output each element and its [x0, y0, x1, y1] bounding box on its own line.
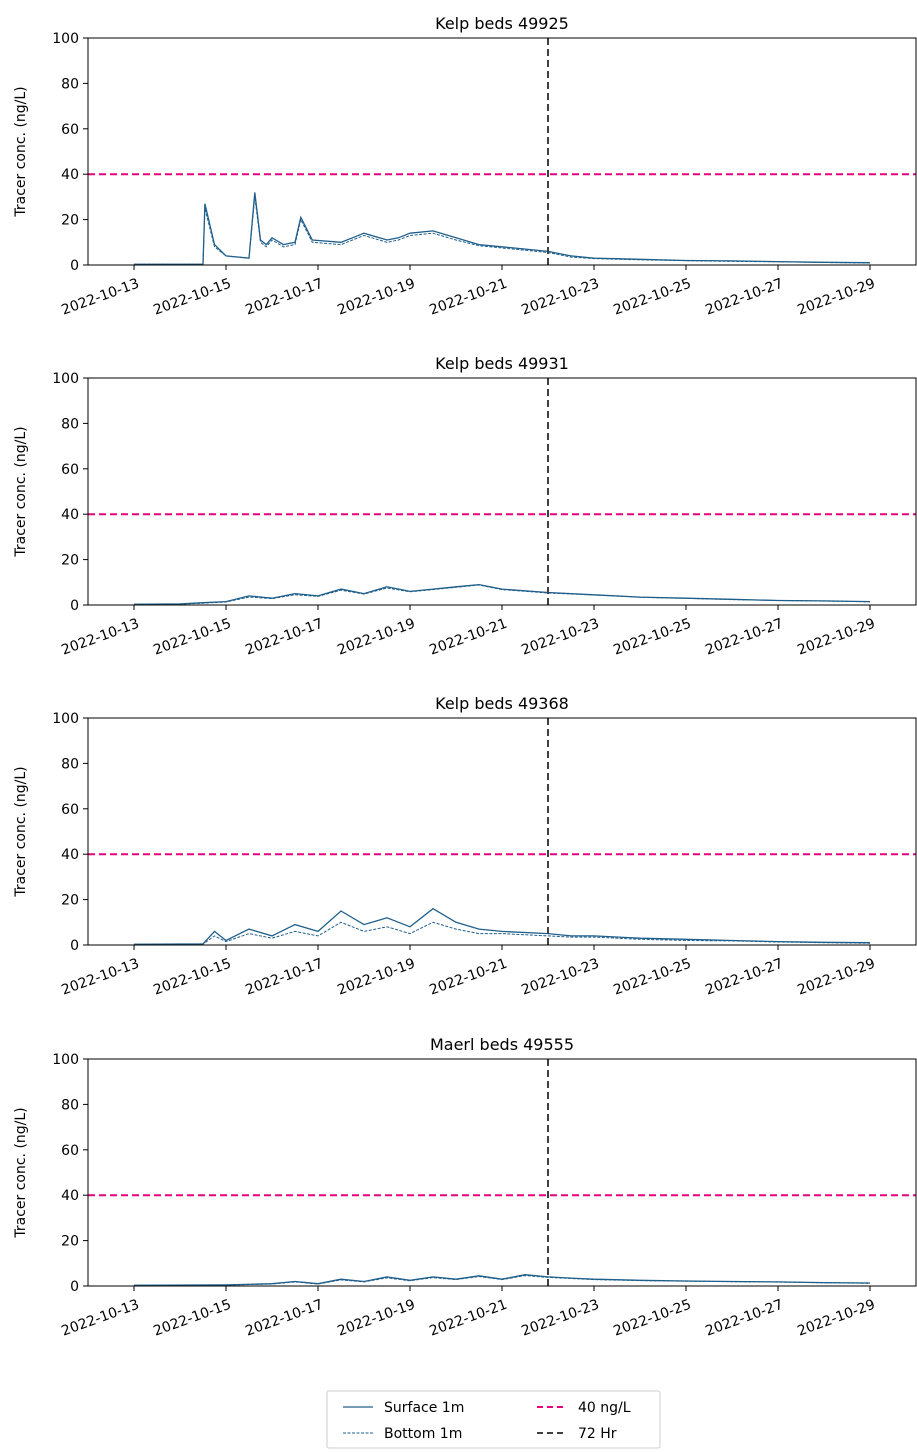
y-tick-label: 80: [61, 76, 79, 92]
x-tick-label: 2022-10-23: [519, 1297, 601, 1340]
y-tick-label: 0: [70, 598, 79, 614]
x-tick-label: 2022-10-21: [427, 276, 509, 319]
y-tick-label: 40: [61, 167, 79, 183]
x-tick-label: 2022-10-25: [611, 276, 693, 319]
x-tick-label: 2022-10-15: [151, 616, 233, 659]
panel-3: Kelp beds 49368 Tracer conc. (ng/L) 0 20 40 6…: [13, 694, 917, 999]
legend-label-surface: Surface 1m: [384, 1400, 464, 1416]
x-tick-label: 2022-10-21: [427, 1297, 509, 1340]
x-tick-label: 2022-10-25: [611, 616, 693, 659]
panel-2: Kelp beds 49931 Tracer conc. (ng/L) 0 20 40 6…: [13, 354, 917, 659]
y-tick-label: 0: [70, 938, 79, 954]
x-tick-label: 2022-10-19: [335, 276, 417, 319]
x-tick-label: 2022-10-19: [335, 956, 417, 999]
y-tick-label: 40: [61, 847, 79, 863]
y-tick-label: 60: [61, 1143, 79, 1159]
series-line-surface: [134, 192, 871, 265]
y-tick-label: 0: [70, 258, 79, 274]
y-tick-label: 60: [61, 802, 79, 818]
x-tick-label: 2022-10-15: [151, 276, 233, 319]
legend-label-threshold: 40 ng/L: [578, 1400, 631, 1416]
x-tick-label: 2022-10-13: [59, 276, 141, 319]
x-tick-label: 2022-10-17: [243, 616, 325, 659]
y-tick-label: 20: [61, 1234, 79, 1250]
series-line-bottom: [133, 584, 871, 605]
panel-4: Maerl beds 49555 Tracer conc. (ng/L) 0 20 40…: [13, 1035, 917, 1340]
x-tick-label: 2022-10-13: [59, 956, 141, 999]
x-tick-label: 2022-10-13: [59, 616, 141, 659]
plot-frame: [87, 37, 917, 266]
x-tick-label: 2022-10-17: [243, 276, 325, 319]
x-tick-label: 2022-10-29: [795, 276, 877, 319]
plot-frame: [87, 1058, 917, 1287]
y-axis-label: Tracer conc. (ng/L): [13, 1107, 29, 1238]
y-tick-label: 80: [61, 756, 79, 772]
x-tick-label: 2022-10-15: [151, 956, 233, 999]
legend-label-bottom: Bottom 1m: [384, 1426, 462, 1442]
x-tick-label: 2022-10-19: [335, 616, 417, 659]
y-tick-label: 80: [61, 1097, 79, 1113]
x-tick-label: 2022-10-17: [243, 1297, 325, 1340]
series-line-bottom: [134, 196, 871, 265]
series-line-surface: [133, 583, 871, 605]
x-tick-label: 2022-10-19: [335, 1297, 417, 1340]
x-tick-label: 2022-10-23: [519, 956, 601, 999]
panel-1: Kelp beds 49925 Tracer conc. (ng/L) 0 20 40 6…: [13, 14, 917, 319]
x-tick-label: 2022-10-29: [795, 616, 877, 659]
y-axis-label: Tracer conc. (ng/L): [13, 426, 29, 557]
x-tick-label: 2022-10-27: [703, 276, 785, 319]
y-axis-label: Tracer conc. (ng/L): [13, 86, 29, 217]
series-line-bottom: [133, 921, 871, 945]
x-tick-label: 2022-10-23: [519, 616, 601, 659]
y-tick-label: 40: [61, 1188, 79, 1204]
panel-title: Kelp beds 49931: [435, 354, 569, 373]
y-tick-label: 20: [61, 893, 79, 909]
x-tick-label: 2022-10-23: [519, 276, 601, 319]
panel-title: Maerl beds 49555: [430, 1035, 574, 1054]
y-tick-label: 0: [70, 1279, 79, 1295]
y-tick-label: 60: [61, 462, 79, 478]
x-tick-label: 2022-10-17: [243, 956, 325, 999]
legend-frame: [326, 1390, 661, 1449]
plot-frame: [87, 717, 917, 946]
x-tick-label: 2022-10-25: [611, 956, 693, 999]
y-tick-label: 20: [61, 553, 79, 569]
panel-title: Kelp beds 49368: [435, 694, 569, 713]
x-tick-label: 2022-10-15: [151, 1297, 233, 1340]
panel-title: Kelp beds 49925: [435, 14, 569, 33]
series-line-surface: [133, 907, 871, 945]
x-tick-label: 2022-10-21: [427, 956, 509, 999]
y-tick-label: 100: [52, 711, 79, 727]
x-tick-label: 2022-10-29: [795, 956, 877, 999]
x-tick-label: 2022-10-21: [427, 616, 509, 659]
legend: Surface 1m Bottom 1m 40 ng/L 72 Hr: [326, 1390, 661, 1449]
x-tick-label: 2022-10-13: [59, 1297, 141, 1340]
y-tick-label: 80: [61, 416, 79, 432]
y-tick-label: 100: [52, 31, 79, 47]
x-tick-label: 2022-10-27: [703, 616, 785, 659]
x-tick-label: 2022-10-27: [703, 956, 785, 999]
x-tick-label: 2022-10-29: [795, 1297, 877, 1340]
y-tick-label: 60: [61, 122, 79, 138]
y-tick-label: 40: [61, 507, 79, 523]
plot-frame: [87, 377, 917, 606]
x-tick-label: 2022-10-25: [611, 1297, 693, 1340]
y-tick-label: 100: [52, 371, 79, 387]
y-tick-label: 20: [61, 213, 79, 229]
y-axis-label: Tracer conc. (ng/L): [13, 766, 29, 897]
chart-panels: Kelp beds 49925 Tracer conc. (ng/L) 0 20 40 6…: [13, 14, 917, 1340]
series-line-bottom: [133, 1275, 871, 1286]
x-tick-label: 2022-10-27: [703, 1297, 785, 1340]
y-tick-label: 100: [52, 1052, 79, 1068]
legend-label-72hr: 72 Hr: [578, 1426, 617, 1442]
